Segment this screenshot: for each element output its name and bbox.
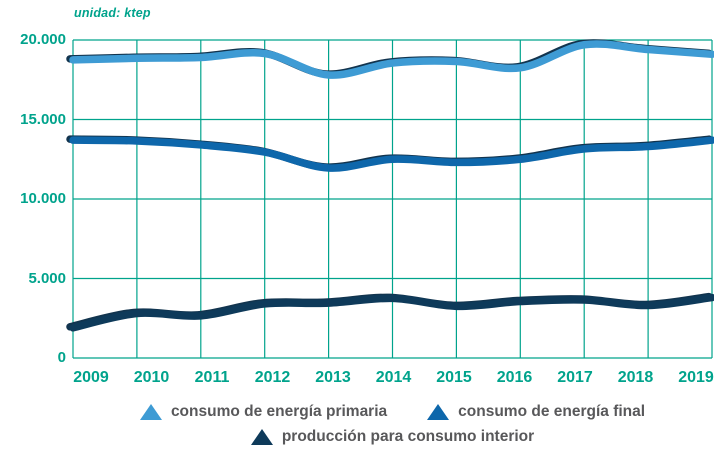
- x-tick-label: 2015: [436, 369, 472, 386]
- x-tick-label: 2011: [194, 369, 230, 386]
- chart-legend: consumo de energía primaria consumo de e…: [73, 403, 712, 446]
- legend-label: consumo de energía primaria: [170, 403, 388, 420]
- legend-item-consumo-final: consumo de energía final: [427, 403, 645, 421]
- x-tick-label: 2010: [133, 369, 170, 386]
- x-tick-label: 2018: [617, 369, 654, 386]
- x-tick-label: 2012: [254, 369, 291, 386]
- unit-label: unidad: ktep: [74, 6, 151, 20]
- series-line-2: [69, 293, 714, 332]
- x-tick-label: 2016: [496, 369, 533, 386]
- y-tick-label: 20.000: [20, 31, 66, 48]
- x-tick-label: 2019: [678, 369, 714, 386]
- legend-item-produccion-interior: producción para consumo interior: [250, 428, 535, 446]
- legend-label: producción para consumo interior: [281, 428, 535, 445]
- line-chart: [66, 39, 714, 359]
- y-tick-label: 15.000: [20, 110, 66, 128]
- y-tick-label: 10.000: [20, 190, 66, 207]
- legend-row-bottom: producción para consumo interior: [250, 428, 535, 446]
- x-tick-label: 2017: [557, 369, 593, 386]
- x-tick-label: 2013: [315, 369, 351, 386]
- x-tick-label: 2014: [375, 369, 412, 386]
- y-tick-label: 0: [57, 349, 66, 366]
- legend-label: consumo de energía final: [458, 403, 646, 420]
- series-line-0: [69, 40, 714, 79]
- triangle-marker-icon: [427, 404, 450, 420]
- x-tick-label: 2009: [73, 369, 109, 386]
- y-tick-label: 5.000: [28, 269, 66, 287]
- legend-row-top: consumo de energía primaria consumo de e…: [139, 403, 645, 421]
- triangle-marker-icon: [250, 429, 273, 445]
- series-line-1: [69, 136, 714, 172]
- legend-item-consumo-primaria: consumo de energía primaria: [139, 403, 388, 421]
- triangle-marker-icon: [139, 404, 162, 420]
